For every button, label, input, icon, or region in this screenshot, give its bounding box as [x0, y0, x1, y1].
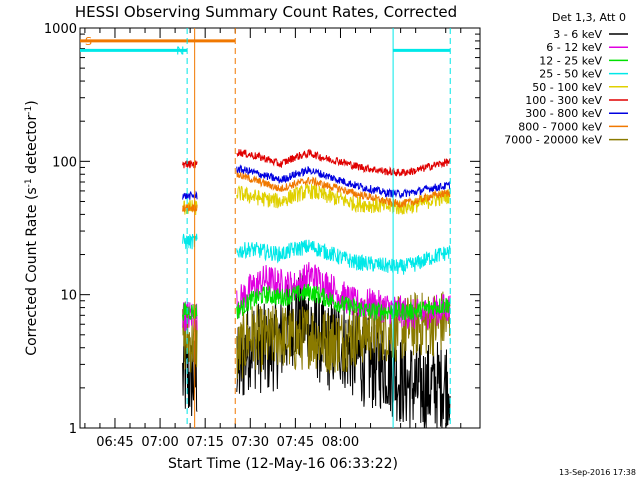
y-tick-label: 100: [52, 155, 77, 170]
y-tick-label: 10: [60, 289, 77, 304]
y-tick-label: 1000: [44, 22, 77, 37]
legend-label: 300 - 800 keV: [525, 107, 602, 120]
x-tick-label: 07:30: [232, 435, 269, 450]
chart-title: HESSI Observing Summary Count Rates, Cor…: [75, 3, 457, 21]
legend-label: 800 - 7000 keV: [518, 120, 602, 133]
x-tick-label: 07:15: [186, 435, 223, 450]
x-tick-label: 08:00: [322, 435, 359, 450]
x-tick-label: 07:00: [141, 435, 178, 450]
plot-area: 1 10 100 1000 06:45 07:00 07:15 07:30 07:45 08:00…: [44, 22, 481, 450]
legend-label: 25 - 50 keV: [539, 68, 602, 81]
series-line: [236, 283, 451, 322]
night-label: N: [176, 44, 184, 57]
saa-label: S: [85, 35, 92, 48]
y-axis-label: Corrected Count Rate (s-1 detector-1): [24, 100, 40, 355]
timestamp: 13-Sep-2016 17:38: [559, 468, 636, 477]
legend-label: 50 - 100 keV: [532, 81, 602, 94]
legend-header: Det 1,3, Att 0: [552, 11, 626, 24]
legend-label: 6 - 12 keV: [546, 41, 602, 54]
x-tick-label: 07:45: [277, 435, 314, 450]
y-tick-label: 1: [69, 422, 77, 437]
series-line: [236, 239, 451, 275]
series-line: [236, 164, 451, 199]
legend-label: 3 - 6 keV: [553, 28, 602, 41]
legend-label: 12 - 25 keV: [539, 54, 602, 67]
series-line: [236, 170, 451, 208]
x-tick-label: 06:45: [96, 435, 133, 450]
series-line: [236, 262, 451, 330]
series-line: [236, 291, 451, 380]
series-line: [236, 148, 451, 177]
legend-label: 7000 - 20000 keV: [504, 134, 602, 147]
legend-label: 100 - 300 keV: [525, 94, 602, 107]
x-axis-label: Start Time (12-May-16 06:33:22): [168, 456, 398, 472]
